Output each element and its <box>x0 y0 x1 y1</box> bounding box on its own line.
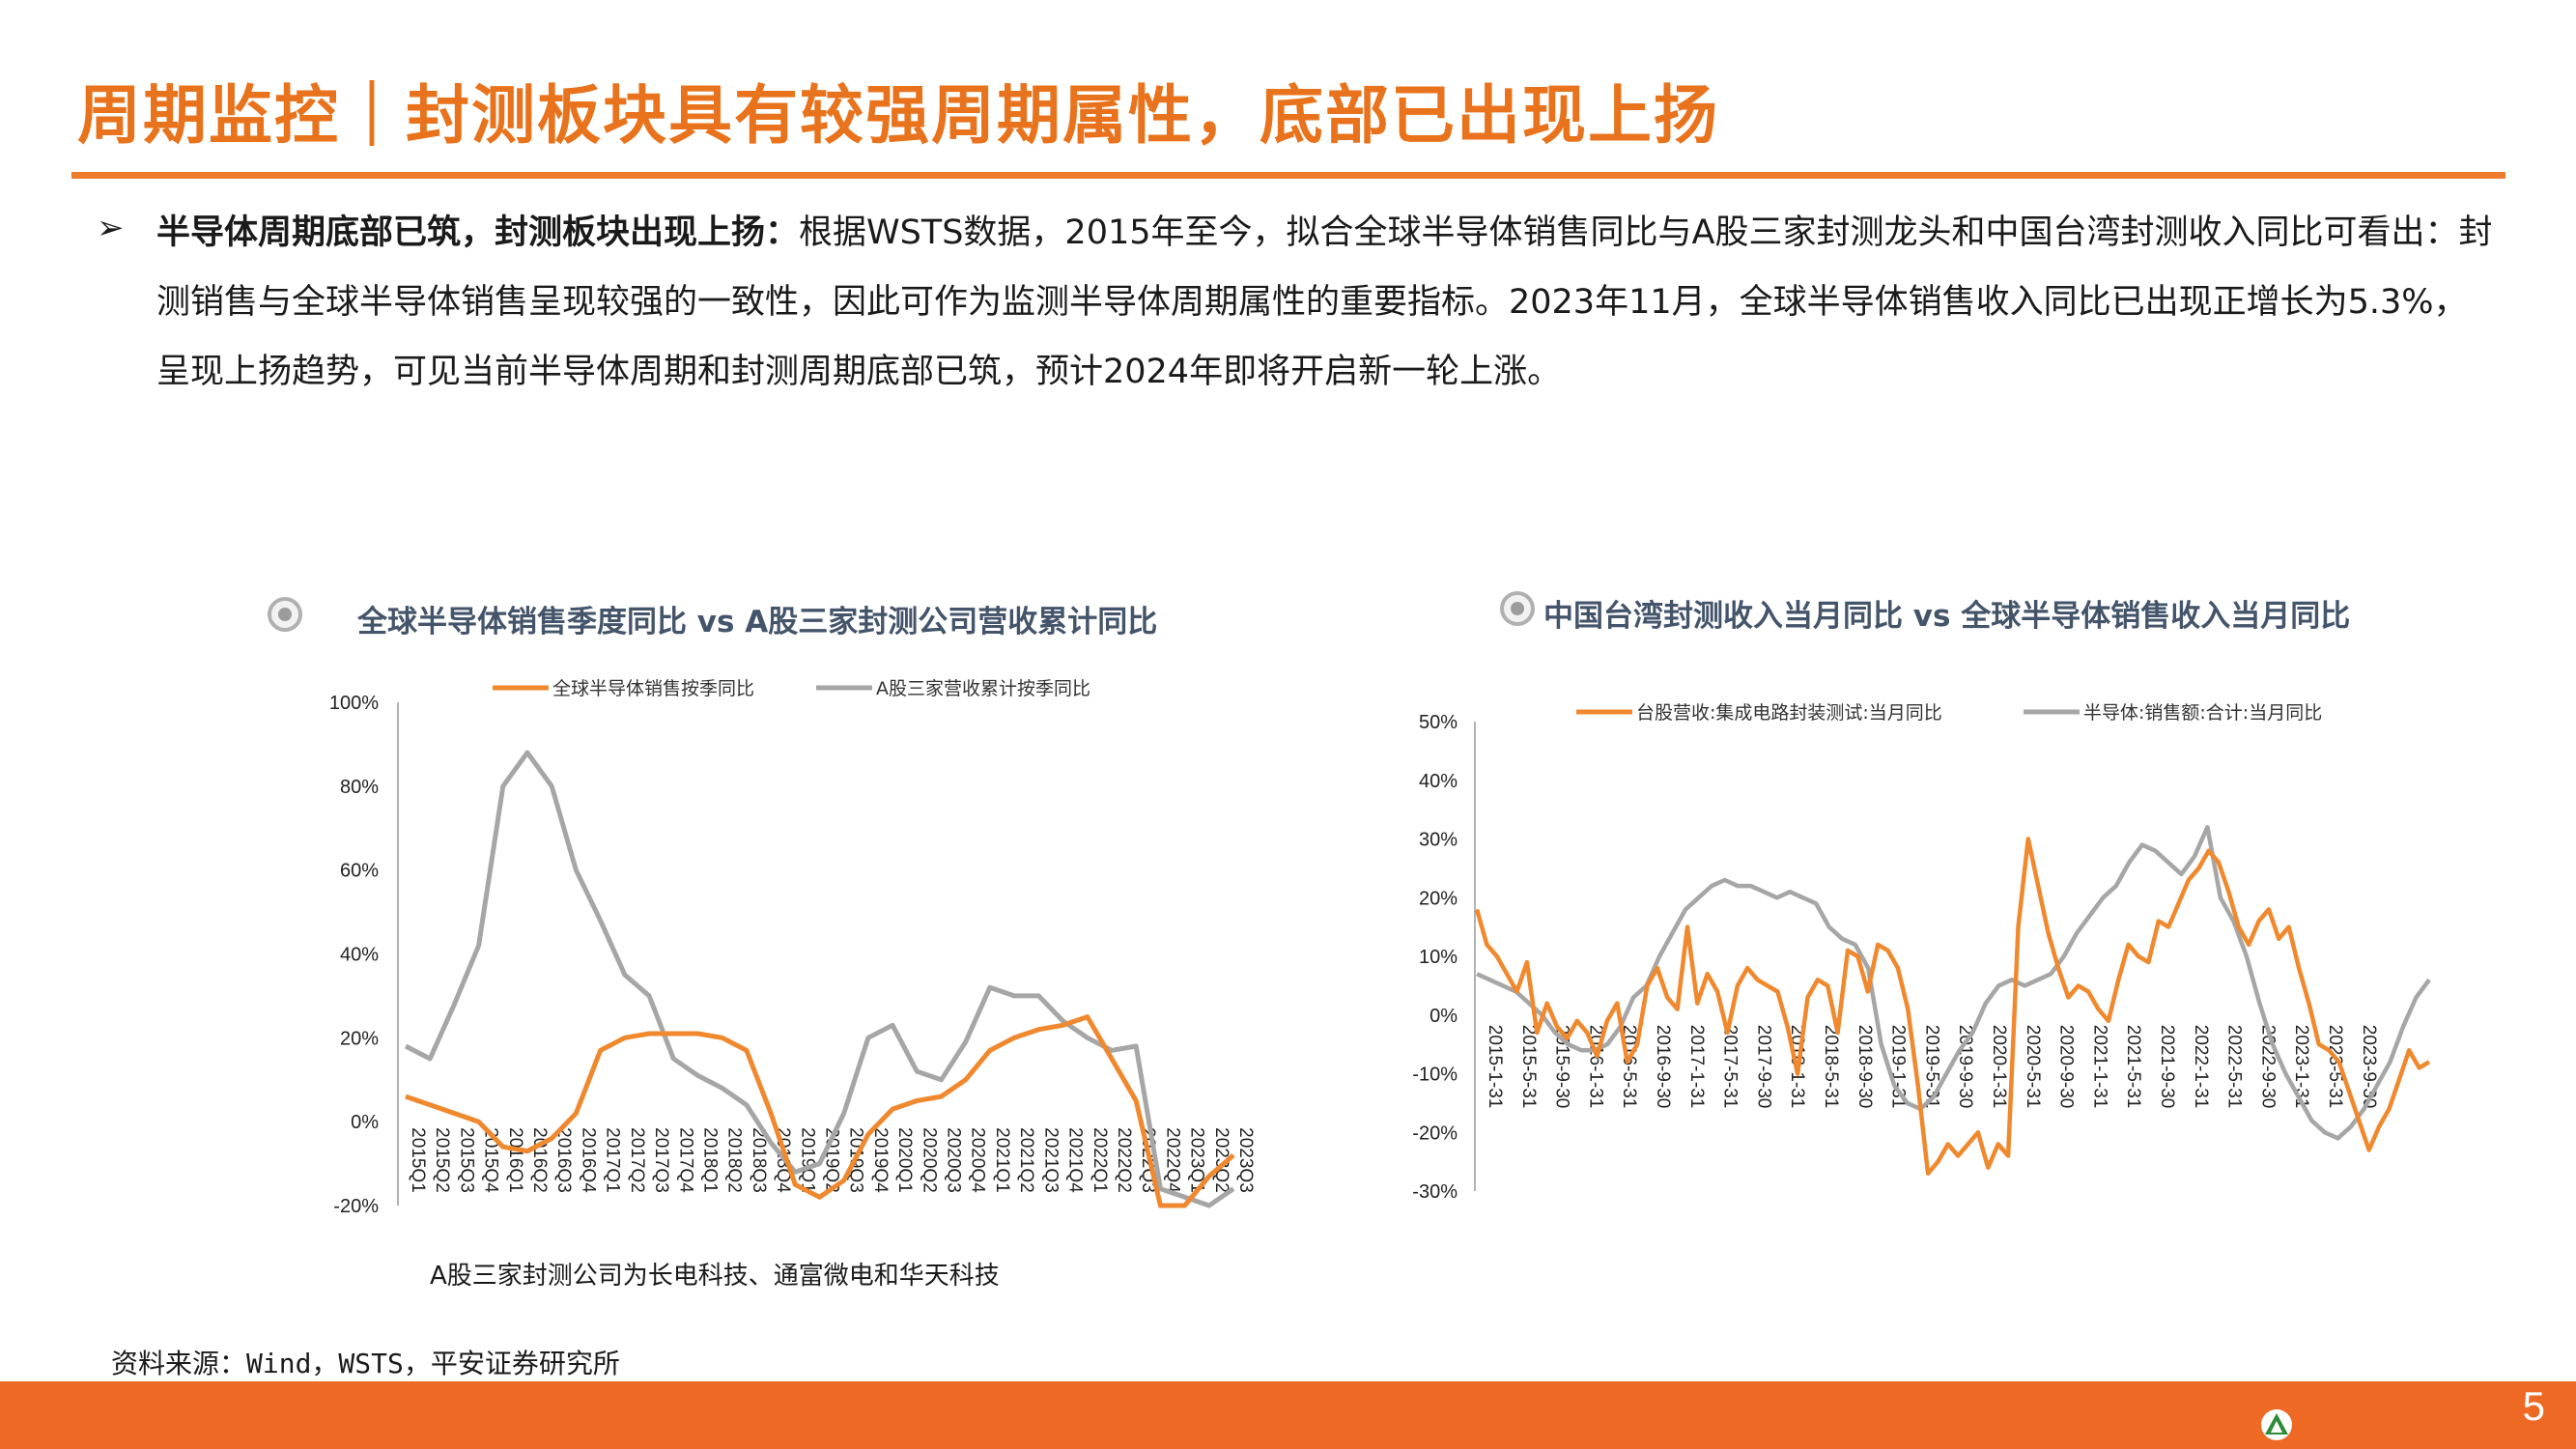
chart2-x-tick-label: 2023-5-31 <box>2325 1025 2345 1109</box>
chart1-x-tick-label: 2023Q1 <box>1187 1127 1207 1193</box>
chart1-x-tick-label: 2015Q4 <box>481 1127 501 1193</box>
chart1-legend-label: 全球半导体销售按季同比 <box>552 678 754 699</box>
chart2-x-tick-label: 2015-1-31 <box>1485 1025 1505 1109</box>
chart2-y-tick-label: -20% <box>1412 1122 1458 1144</box>
chart1-x-tick-label: 2018Q1 <box>699 1127 720 1193</box>
chart2-y-tick-label: 20% <box>1419 888 1458 909</box>
chart1-y-tick-label: 0% <box>351 1112 379 1133</box>
chart1-x-tick-label: 2016Q2 <box>529 1127 550 1193</box>
chart2-y-tick-label: 40% <box>1419 771 1458 792</box>
chart2-x-tick-label: 2021-9-30 <box>2157 1025 2177 1109</box>
chart2-x-tick-label: 2022-5-31 <box>2224 1025 2245 1109</box>
chart2-legend-label: 半导体:销售额:合计:当月同比 <box>2083 702 2322 724</box>
chart2-legend-label: 台股营收:集成电路封装测试:当月同比 <box>1636 702 1942 724</box>
page-number: 5 <box>2522 1383 2545 1429</box>
chart1-x-tick-label: 2023Q2 <box>1211 1127 1231 1193</box>
chart1-title: 全球半导体销售季度同比 vs A股三家封测公司营收累计同比 <box>357 605 1158 639</box>
chart2-x-tick-label: 2017-5-31 <box>1720 1025 1741 1109</box>
chart1-x-tick-label: 2021Q3 <box>1040 1127 1061 1193</box>
chart1-x-tick-label: 2015Q2 <box>432 1127 452 1193</box>
chart1-x-tick-label: 2022Q1 <box>1090 1127 1110 1193</box>
chart1-x-tick-label: 2018Q2 <box>724 1127 745 1193</box>
chart2-y-tick-label: 50% <box>1419 712 1458 733</box>
company-logo-icon <box>2261 1409 2292 1440</box>
chart2-x-tick-label: 2020-1-31 <box>1989 1025 2009 1109</box>
chart1-y-tick-label: 100% <box>329 693 379 714</box>
chart2-x-tick-label: 2020-5-31 <box>2023 1025 2043 1109</box>
chart1-x-tick-label: 2020Q1 <box>894 1127 915 1193</box>
chart2-x-tick-label: 2022-9-30 <box>2257 1025 2278 1109</box>
chart1-x-tick-label: 2017Q1 <box>603 1127 623 1193</box>
radio-bullet-icon <box>268 597 302 632</box>
chart1-y-tick-label: 20% <box>340 1028 379 1049</box>
chart2-x-tick-label: 2015-5-31 <box>1518 1025 1539 1109</box>
chart1-x-tick-label: 2019Q1 <box>797 1127 817 1193</box>
chart1-x-tick-label: 2021Q2 <box>1016 1127 1036 1193</box>
chart2-x-tick-label: 2018-5-31 <box>1821 1025 1841 1109</box>
chart1-legend-label: A股三家营收累计按季同比 <box>876 678 1090 699</box>
chart2-x-tick-label: 2018-9-30 <box>1854 1025 1875 1109</box>
chart1-y-tick-label: -20% <box>333 1196 379 1217</box>
chart2-series-line-1 <box>1476 825 2431 1141</box>
chart2-x-tick-label: 2021-1-31 <box>2089 1025 2109 1109</box>
chart2-x-tick-label: 2019-5-31 <box>1921 1025 1941 1109</box>
radio-bullet-icon <box>1500 591 1535 626</box>
chart1-y-tick-label: 40% <box>340 945 379 966</box>
chart2-y-tick-label: -10% <box>1412 1065 1458 1086</box>
chart2-x-tick-label: 2023-9-30 <box>2359 1025 2379 1109</box>
chart1-x-tick-label: 2016Q3 <box>553 1127 574 1193</box>
chart2-x-tick-label: 2019-1-31 <box>1888 1025 1909 1109</box>
chart1-x-tick-label: 2019Q4 <box>870 1127 891 1193</box>
chart2-y-tick-label: 10% <box>1419 947 1458 968</box>
chart2-x-tick-label: 2017-9-30 <box>1753 1025 1773 1109</box>
chart1-x-tick-label: 2016Q4 <box>578 1127 598 1193</box>
chart1-x-tick-label: 2022Q4 <box>1162 1127 1182 1193</box>
chart1-x-tick-label: 2016Q1 <box>505 1127 525 1193</box>
chart1-x-tick-label: 2015Q3 <box>456 1127 476 1193</box>
chart1-note: A股三家封测公司为长电科技、通富微电和华天科技 <box>430 1262 1000 1291</box>
chart1-y-tick-label: 60% <box>340 861 379 882</box>
summary-text: 根据WSTS数据，2015年至今，拟合全球半导体销售同比与A股三家封测龙头和中国… <box>156 213 2493 391</box>
chart1-x-tick-label: 2017Q4 <box>675 1127 695 1193</box>
chart1-series-line-1 <box>404 750 1235 1208</box>
chart1-x-tick-label: 2017Q3 <box>651 1127 671 1193</box>
footer-bar <box>0 1381 2576 1449</box>
chart2-y-tick-label: -30% <box>1412 1181 1458 1203</box>
chart1-x-tick-label: 2018Q3 <box>749 1127 769 1193</box>
chart2-x-tick-label: 2023-1-31 <box>2291 1025 2311 1109</box>
chart2-x-tick-label: 2021-5-31 <box>2123 1025 2143 1109</box>
chart1-x-tick-label: 2020Q2 <box>919 1127 939 1193</box>
summary-lead: 半导体周期底部已筑，封测板块出现上扬： <box>156 213 800 252</box>
chart2-x-tick-label: 2016-9-30 <box>1653 1025 1673 1109</box>
chart1-y-tick-label: 80% <box>340 777 379 798</box>
summary-paragraph: 半导体周期底部已筑，封测板块出现上扬：根据WSTS数据，2015年至今，拟合全球… <box>156 198 2494 407</box>
chart2-series-line-0 <box>1474 837 2431 1177</box>
title-divider <box>71 172 2505 179</box>
chart2-x-tick-label: 2019-9-30 <box>1955 1025 1975 1109</box>
chart1-x-tick-label: 2017Q2 <box>627 1127 647 1193</box>
chart2-y-tick-label: 30% <box>1419 830 1458 851</box>
source-note: 资料来源：Wind，WSTS，平安证券研究所 <box>111 1348 620 1379</box>
chart2-title: 中国台湾封测收入当月同比 vs 全球半导体销售收入当月同比 <box>1543 599 2351 634</box>
chart2-x-tick-label: 2017-1-31 <box>1686 1025 1707 1109</box>
chart1-series-line-0 <box>405 1014 1235 1208</box>
chart1-x-tick-label: 2021Q4 <box>1065 1127 1086 1193</box>
chart1-x-tick-label: 2022Q2 <box>1114 1127 1134 1193</box>
chart2-x-tick-label: 2020-9-30 <box>2056 1025 2077 1109</box>
chart1-x-tick-label: 2021Q1 <box>992 1127 1012 1193</box>
chart2-x-tick-label: 2022-1-31 <box>2191 1025 2211 1109</box>
chart1-x-tick-label: 2015Q1 <box>408 1127 428 1193</box>
arrow-bullet-icon: ➢ <box>97 209 125 247</box>
chart1-x-tick-label: 2020Q4 <box>968 1127 988 1193</box>
chart1-x-tick-label: 2023Q3 <box>1235 1127 1256 1193</box>
chart2-y-tick-label: 0% <box>1430 1006 1458 1027</box>
page-title: 周期监控｜封测板块具有较强周期属性，底部已出现上扬 <box>77 78 1719 153</box>
chart1-x-tick-label: 2020Q3 <box>944 1127 964 1193</box>
